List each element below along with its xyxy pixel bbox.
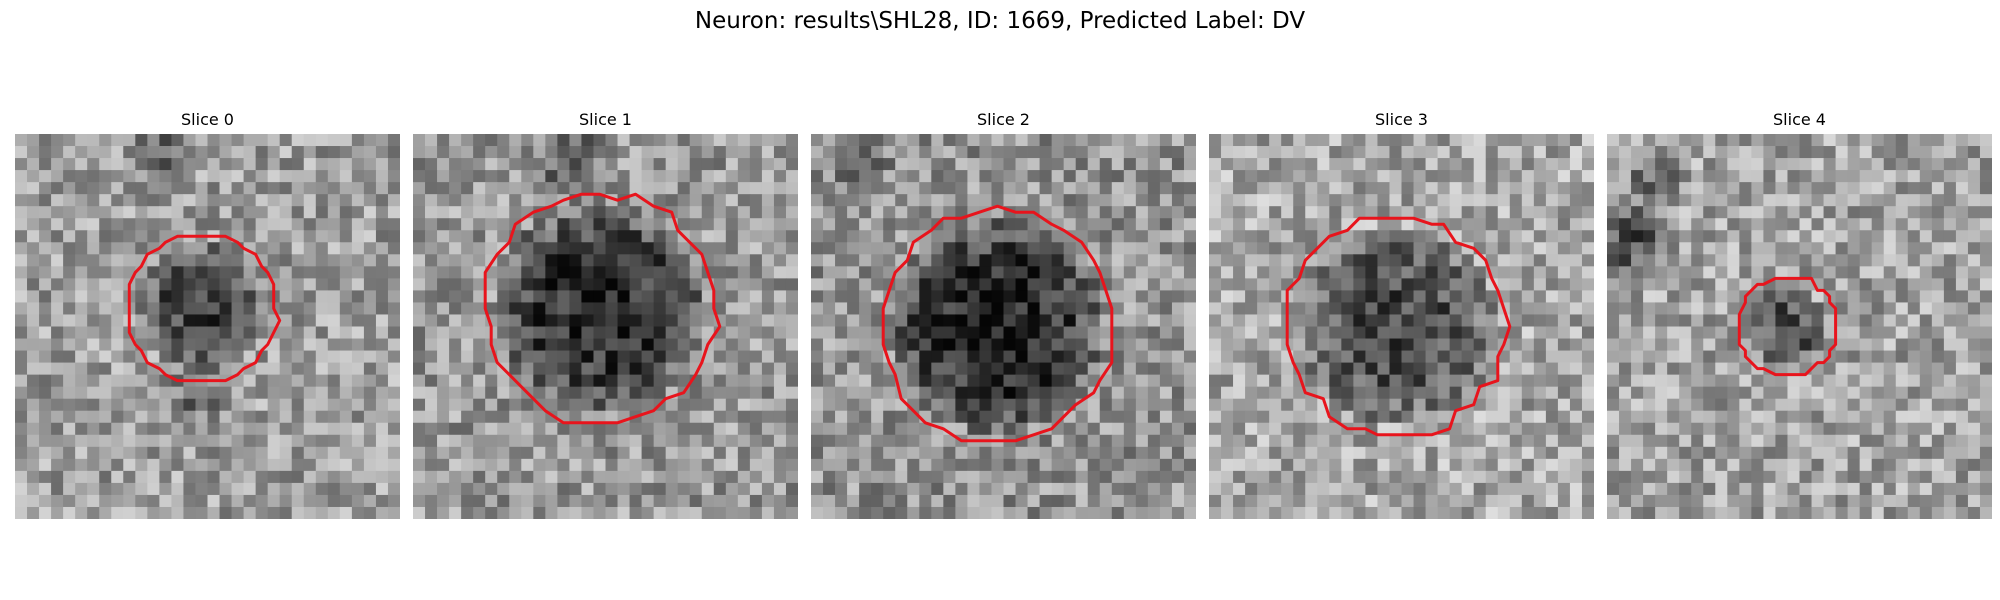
- slice-image-1: [413, 134, 798, 519]
- slice-3-roi-contour: [1285, 216, 1512, 437]
- slice-0-pixels: [15, 134, 400, 519]
- slice-1-svg: [413, 134, 798, 519]
- figure-title: Neuron: results\SHL28, ID: 1669, Predict…: [694, 8, 1306, 34]
- slice-panel-4: Slice 4: [1607, 106, 1992, 519]
- slice-2-svg: [811, 134, 1196, 519]
- slice-4-roi-contour: [1737, 276, 1838, 377]
- slice-image-0: [15, 134, 400, 519]
- slice-2-pixels: [811, 134, 1196, 519]
- slice-0-svg: [15, 134, 400, 519]
- slice-panel-2: Slice 2: [811, 106, 1196, 519]
- slice-image-2: [811, 134, 1196, 519]
- slice-panel-3: Slice 3: [1209, 106, 1594, 519]
- slice-title-3: Slice 3: [1375, 110, 1428, 129]
- slice-title-2: Slice 2: [977, 110, 1030, 129]
- slice-title-1: Slice 1: [579, 110, 632, 129]
- slice-image-3: [1209, 134, 1594, 519]
- slice-4-pixels: [1607, 134, 1992, 519]
- slice-image-4: [1607, 134, 1992, 519]
- slice-1-pixels: [413, 134, 798, 519]
- slice-2-roi-contour: [881, 204, 1114, 443]
- slice-3-svg: [1209, 134, 1594, 519]
- slice-panel-1: Slice 1: [413, 106, 798, 519]
- slice-0-roi-contour: [127, 234, 282, 383]
- slice-3-pixels: [1209, 134, 1594, 519]
- slice-1-roi-contour: [483, 192, 722, 425]
- slice-panel-0: Slice 0: [15, 106, 400, 519]
- slice-title-4: Slice 4: [1773, 110, 1826, 129]
- slice-title-0: Slice 0: [181, 110, 234, 129]
- slice-4-svg: [1607, 134, 1992, 519]
